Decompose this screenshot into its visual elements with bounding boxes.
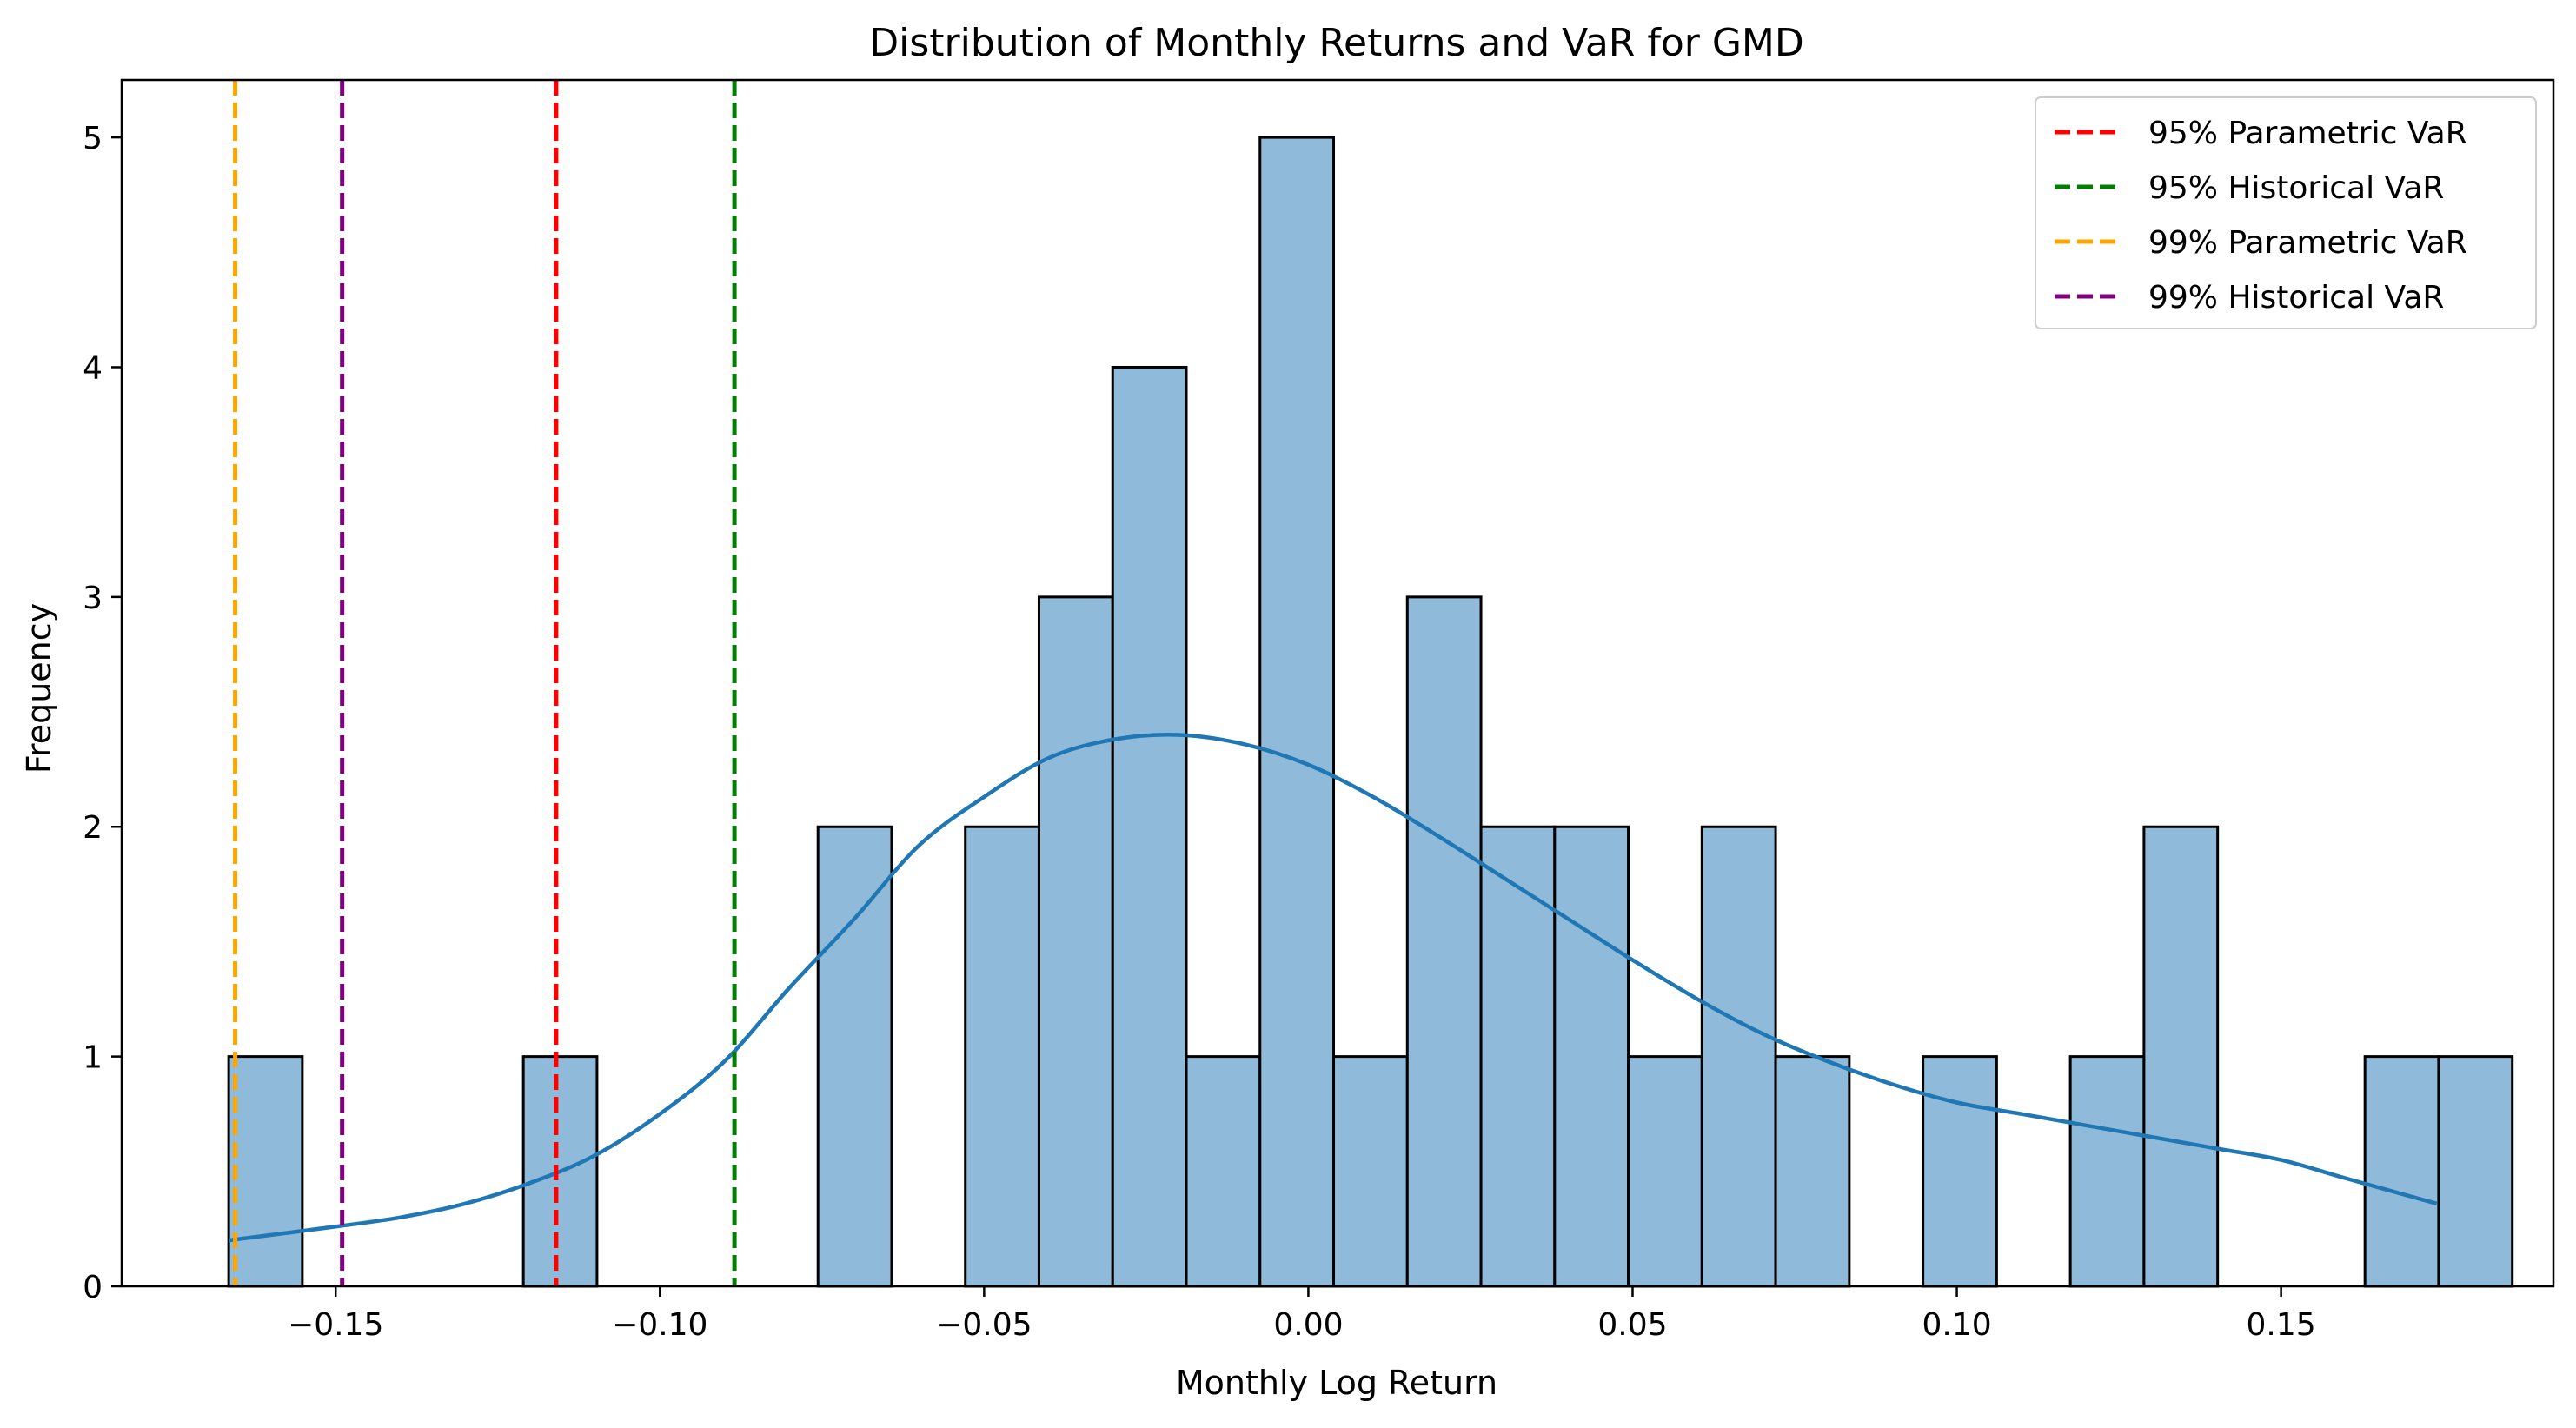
histogram-bar <box>1700 825 1777 1288</box>
histogram-bar <box>1332 1055 1409 1288</box>
x-tick-label: −0.15 <box>288 1307 383 1343</box>
y-tick-label: 5 <box>83 121 103 156</box>
x-tick-label: 0.00 <box>1273 1307 1343 1343</box>
histogram-bar <box>964 825 1040 1288</box>
chart-title: Distribution of Monthly Returns and VaR … <box>869 21 1804 65</box>
axes-layer: −0.15 −0.10 −0.05 0.00 0.05 0.10 0.15 0 1 2 3 4 5 <box>83 78 2555 1343</box>
histogram-bar <box>1479 825 1557 1288</box>
x-tick-label: 0.10 <box>1922 1307 1991 1343</box>
y-tick-label: 2 <box>83 810 103 846</box>
y-axis-label: Frequency <box>20 603 58 774</box>
legend-box <box>2035 96 2537 329</box>
histogram-bar <box>1627 1055 1703 1288</box>
y-tick-label: 3 <box>83 581 103 616</box>
kde-curve <box>228 733 2438 1243</box>
x-tick-label: 0.05 <box>1597 1307 1667 1343</box>
histogram-bar <box>1037 595 1114 1288</box>
histogram-bars <box>227 136 2514 1288</box>
histogram-bar <box>2068 1055 2146 1288</box>
histogram-bar <box>816 825 893 1288</box>
legend-label: 95% Parametric VaR <box>2148 116 2467 151</box>
legend: 95% Parametric VaR 95% Historical VaR 99% … <box>2035 96 2537 329</box>
y-tick-label: 1 <box>83 1040 103 1076</box>
y-tick-label: 4 <box>83 350 103 386</box>
histogram-bar <box>2437 1055 2514 1288</box>
histogram-bar <box>1774 1055 1851 1288</box>
histogram-bar <box>1405 595 1483 1288</box>
histogram-bar <box>227 1055 304 1288</box>
histogram-bar <box>2363 1055 2440 1288</box>
plot-frame <box>120 78 2555 1288</box>
histogram-bar <box>1111 365 1188 1288</box>
var-lines-layer <box>233 80 737 1286</box>
x-tick-label: 0.15 <box>2247 1307 2316 1343</box>
histogram-bar <box>2142 825 2220 1288</box>
x-axis-label: Monthly Log Return <box>1176 1364 1497 1402</box>
x-tick-label: −0.10 <box>612 1307 707 1343</box>
y-tick-label: 0 <box>83 1270 103 1305</box>
kde-curve-layer <box>228 733 2438 1243</box>
histogram-bar <box>1922 1055 1998 1288</box>
legend-label: 95% Historical VaR <box>2148 170 2444 206</box>
x-tick-label: −0.05 <box>936 1307 1032 1343</box>
histogram-bar <box>1185 1055 1262 1288</box>
legend-label: 99% Historical VaR <box>2148 280 2444 315</box>
histogram-bar <box>1553 825 1630 1288</box>
histogram-bar <box>1258 136 1336 1288</box>
legend-label: 99% Parametric VaR <box>2148 225 2467 261</box>
